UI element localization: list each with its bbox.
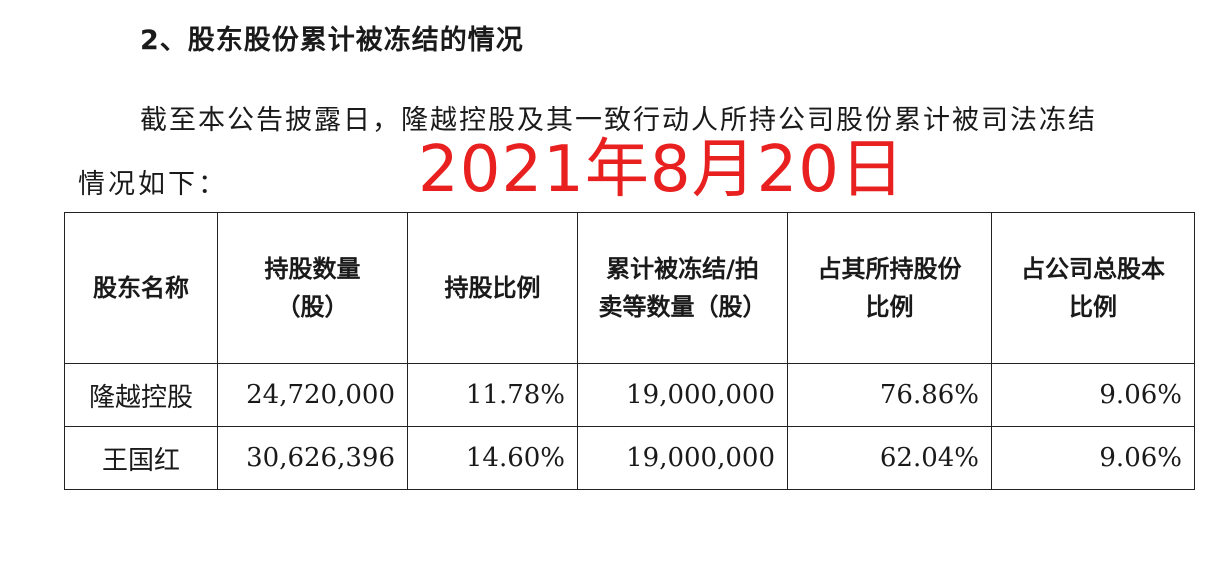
header-shareholder-name: 股东名称 [64,212,218,364]
paragraph-line-1: 截至本公告披露日，隆越控股及其一致行动人所持公司股份累计被司法冻结 [140,105,1097,136]
cell-holding-ratio: 11.78% [407,363,578,427]
header-ratio-of-total-capital: 占公司总股本 比例 [991,212,1195,364]
section-heading: 2、股东股份累计被冻结的情况 [140,25,524,56]
table-row: 隆越控股 24,720,000 11.78% 19,000,000 76.86%… [64,363,1195,427]
cell-shareholder-name: 王国红 [64,426,218,490]
date-annotation: 2021年8月20日 [418,133,906,207]
cell-ratio-of-own-holdings: 62.04% [787,426,992,490]
header-holding-ratio: 持股比例 [407,212,578,364]
cell-frozen-shares: 19,000,000 [577,363,788,427]
header-frozen-shares: 累计被冻结/拍 卖等数量（股） [577,212,788,364]
paragraph-line-2: 情况如下： [78,169,228,200]
header-ratio-of-own-holdings: 占其所持股份 比例 [787,212,992,364]
cell-shares-held: 24,720,000 [217,363,408,427]
table-row: 王国红 30,626,396 14.60% 19,000,000 62.04% … [64,426,1195,490]
frozen-shares-table: 股东名称 持股数量 （股） 持股比例 累计被冻结/拍 卖等数量（股） 占其所持股… [64,212,1195,490]
cell-frozen-shares: 19,000,000 [577,426,788,490]
cell-ratio-of-total-capital: 9.06% [991,426,1195,490]
cell-holding-ratio: 14.60% [407,426,578,490]
cell-ratio-of-total-capital: 9.06% [991,363,1195,427]
cell-shareholder-name: 隆越控股 [64,363,218,427]
header-shares-held: 持股数量 （股） [217,212,408,364]
table-header-row: 股东名称 持股数量 （股） 持股比例 累计被冻结/拍 卖等数量（股） 占其所持股… [64,212,1195,364]
cell-shares-held: 30,626,396 [217,426,408,490]
cell-ratio-of-own-holdings: 76.86% [787,363,992,427]
